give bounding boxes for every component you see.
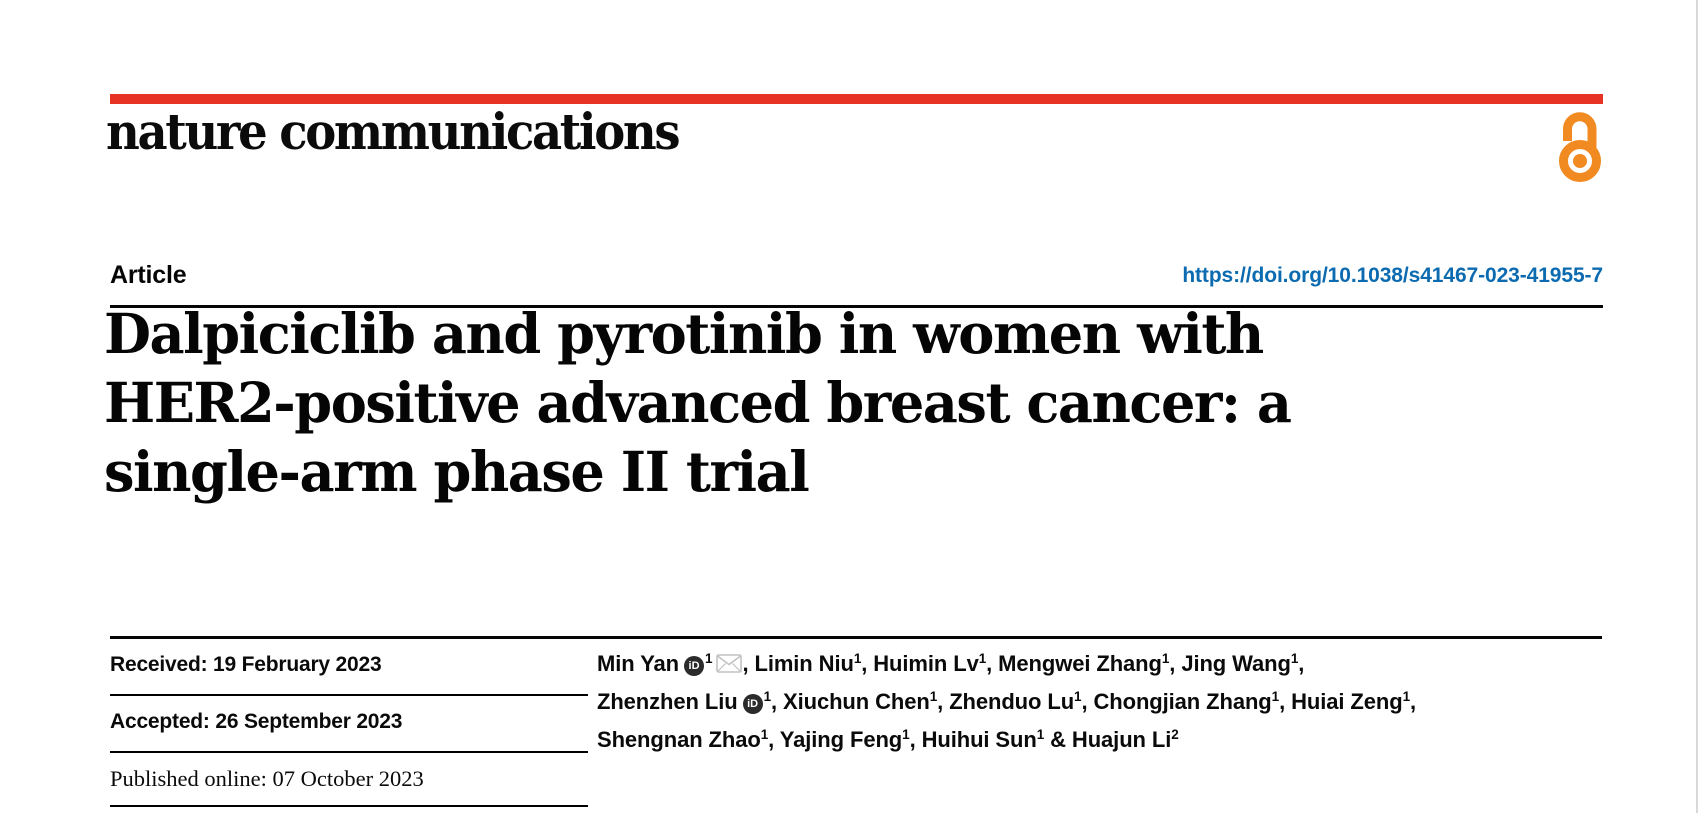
author-separator: , [771,689,784,714]
brand-red-bar [110,94,1603,104]
author-separator: , [1279,689,1292,714]
author-separator: , [1081,689,1094,714]
page-edge-line [1696,0,1698,813]
author-affiliation-superscript: 1 [705,651,713,666]
author-name: Zhenzhen Liu [597,689,738,714]
article-type-label: Article [110,261,187,289]
author-affiliation-superscript: 1 [763,689,772,704]
author-affiliation-superscript: 1 [760,727,769,742]
email-envelope-icon[interactable] [716,648,743,683]
author-separator: , [1409,689,1416,714]
journal-wordmark: nature communications [106,102,681,161]
author-affiliation-superscript: 1 [929,689,938,704]
author-line-2: Zhenzhen Liu iD 1, Xiuchun Chen1, Zhenduo … [597,684,1497,722]
author-name: Chongjian Zhang [1093,689,1272,714]
date-row-published: Published online: 07 October 2023 [110,753,588,807]
author-separator: , [937,689,950,714]
author-affiliation-superscript: 1 [853,651,862,666]
author-separator: & [1044,727,1072,752]
author-line-3: Shengnan Zhao1, Yajing Feng1, Huihui Sun… [597,722,1497,760]
author-separator: , [768,727,780,752]
author-name: Huimin Lv [873,651,979,676]
author-affiliation-superscript: 1 [1271,689,1280,704]
author-name: Shengnan Zhao [597,727,761,752]
author-affiliation-superscript: 1 [1074,689,1082,704]
author-name: Huihui Sun [921,727,1037,752]
author-name: Huiai Zeng [1291,689,1403,714]
authors-block: Min Yan iD 1, Limin Niu1, Huimin Lv1, Meng… [597,646,1497,760]
author-name: Mengwei Zhang [998,651,1162,676]
author-affiliation-superscript: 1 [1402,689,1411,704]
doi-link[interactable]: https://doi.org/10.1038/s41467-023-41955… [1182,264,1603,287]
author-separator: , [909,727,922,752]
author-separator: , [1169,651,1182,676]
date-row-received: Received: 19 February 2023 [110,640,588,696]
author-affiliation-superscript: 1 [1161,651,1170,666]
author-separator: , [861,651,874,676]
author-name: Limin Niu [754,651,854,676]
author-affiliation-superscript: 1 [1036,727,1045,742]
author-affiliation-superscript: 1 [1290,651,1299,666]
author-name: Yajing Feng [779,727,903,752]
author-name: Huajun Li [1071,727,1172,752]
author-separator: , [986,651,999,676]
author-line-1: Min Yan iD 1, Limin Niu1, Huimin Lv1, Meng… [597,646,1497,684]
orcid-icon[interactable]: iD [742,694,763,714]
author-separator: , [742,651,755,676]
author-name: Zhenduo Lu [949,689,1075,714]
author-affiliation-superscript: 1 [978,651,987,666]
author-name: Min Yan [597,651,680,676]
paper-title-line-3: single-arm phase II trial [104,439,810,504]
author-affiliation-superscript: 1 [902,727,910,742]
paper-title-line-1: Dalpiciclib and pyrotinib in women with [104,301,1264,366]
orcid-icon[interactable]: iD [684,656,705,676]
metadata-top-rule [110,636,1602,639]
date-row-accepted: Accepted: 26 September 2023 [110,696,588,753]
paper-title-line-2: HER2-positive advanced breast cancer: a [104,370,1292,435]
author-name: Jing Wang [1181,651,1291,676]
author-affiliation-superscript: 2 [1171,727,1179,742]
paper-title: Dalpiciclib and pyrotinib in women with … [104,299,1503,506]
author-name: Xiuchun Chen [783,689,930,714]
open-access-icon [1554,110,1606,182]
header-divider-rule [110,305,1603,308]
dates-block: Received: 19 February 2023 Accepted: 26 S… [110,640,588,807]
author-separator: , [1298,651,1305,676]
